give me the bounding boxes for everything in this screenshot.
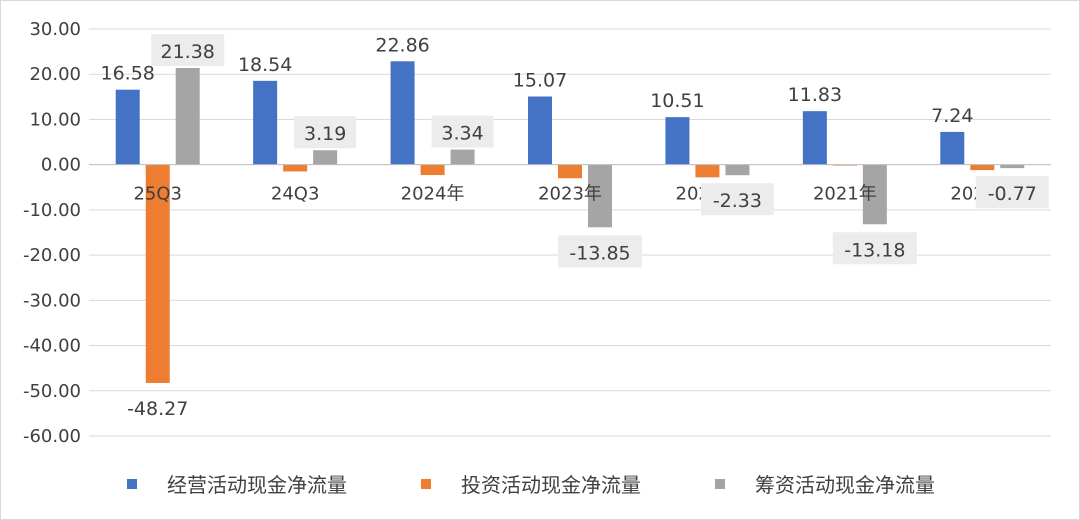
data-label: 11.83 bbox=[788, 84, 842, 106]
bar-series-1-2022 bbox=[665, 117, 690, 165]
data-label-background bbox=[700, 183, 774, 216]
data-label: -13.18 bbox=[844, 239, 905, 261]
y-tick-label: 10.00 bbox=[29, 109, 81, 130]
bar-series-2-2022 bbox=[695, 164, 720, 178]
data-label-background bbox=[558, 235, 642, 268]
bar-series-2-2023 bbox=[558, 164, 582, 179]
data-label: -13.85 bbox=[569, 242, 630, 264]
y-tick-label: -40.00 bbox=[23, 336, 81, 357]
data-label: 3.19 bbox=[304, 123, 346, 145]
bar-series-1-2020 bbox=[940, 131, 965, 165]
legend-label: 经营活动现金净流量 bbox=[167, 473, 347, 497]
x-category-label: 25Q3 bbox=[133, 184, 182, 205]
legend-swatch bbox=[421, 479, 431, 489]
data-label: -2.33 bbox=[713, 190, 762, 212]
y-tick-label: -50.00 bbox=[23, 381, 81, 402]
data-label-background bbox=[294, 116, 357, 149]
bar-series-2-24q3 bbox=[283, 164, 308, 172]
x-category-label: 24Q3 bbox=[271, 184, 320, 205]
bar-series-3-2020 bbox=[1000, 164, 1025, 169]
bar-series-1-2023 bbox=[528, 96, 552, 165]
data-label: 21.38 bbox=[161, 41, 215, 63]
x-category-label: 2023年 bbox=[538, 184, 602, 205]
y-tick-label: 20.00 bbox=[29, 64, 81, 85]
data-label: 16.58 bbox=[101, 63, 155, 85]
data-label-background bbox=[832, 232, 917, 265]
bar-series-3-2021 bbox=[862, 164, 887, 225]
bar-series-2-2024 bbox=[420, 164, 445, 176]
legend-label: 筹资活动现金净流量 bbox=[755, 473, 935, 497]
data-label: -0.77 bbox=[988, 183, 1037, 205]
y-tick-label: -30.00 bbox=[23, 290, 81, 311]
y-tick-label: -10.00 bbox=[23, 200, 81, 221]
data-label-background bbox=[431, 115, 494, 148]
bar-series-2-25q3 bbox=[145, 164, 170, 383]
bars bbox=[115, 61, 1025, 383]
axes: 30.00 20.00 10.00 0.00 -10.00 -20.00 -30.00 -40… bbox=[23, 19, 1051, 447]
data-label: 22.86 bbox=[375, 34, 429, 56]
bar-series-3-2024 bbox=[450, 149, 475, 165]
bar-series-3-25q3 bbox=[175, 67, 200, 165]
y-tick-label: 30.00 bbox=[29, 19, 81, 40]
data-label: 7.24 bbox=[931, 105, 973, 127]
data-label: 10.51 bbox=[650, 90, 704, 112]
data-label: 18.54 bbox=[238, 54, 292, 76]
y-tick-label: 0.00 bbox=[41, 155, 81, 176]
data-label: 15.07 bbox=[513, 70, 567, 92]
legend: 经营活动现金净流量 投资活动现金净流量 筹资活动现金净流量 bbox=[127, 473, 935, 497]
legend-label: 投资活动现金净流量 bbox=[461, 473, 641, 497]
x-category-label: 2021年 bbox=[813, 184, 877, 205]
bar-series-3-2022 bbox=[725, 164, 750, 176]
bar-series-2-2020 bbox=[970, 164, 995, 171]
data-label-background bbox=[151, 33, 225, 66]
bar-series-1-24q3 bbox=[253, 80, 278, 165]
y-tick-label: -60.00 bbox=[23, 426, 81, 447]
data-label: -48.27 bbox=[127, 398, 188, 420]
data-label-background bbox=[975, 176, 1049, 209]
legend-swatch bbox=[127, 479, 137, 489]
bar-series-1-2021 bbox=[802, 111, 827, 165]
bar-series-1-2024 bbox=[390, 61, 415, 165]
bar-series-3-24q3 bbox=[313, 150, 338, 165]
bar-series-1-25q3 bbox=[115, 89, 140, 165]
x-category-label: 2024年 bbox=[401, 184, 465, 205]
data-label: 3.34 bbox=[441, 123, 483, 145]
data-labels: 25Q324Q32024年2023年2022年2021年2020年16.5818… bbox=[101, 33, 1049, 420]
bar-series-3-2023 bbox=[588, 164, 612, 228]
y-tick-label: -20.00 bbox=[23, 245, 81, 266]
legend-swatch bbox=[715, 479, 725, 489]
